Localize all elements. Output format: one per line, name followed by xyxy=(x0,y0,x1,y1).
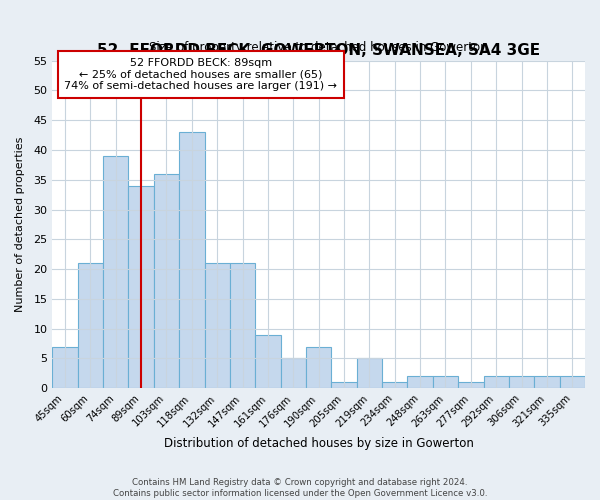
Bar xyxy=(230,263,255,388)
Bar xyxy=(281,358,306,388)
X-axis label: Distribution of detached houses by size in Gowerton: Distribution of detached houses by size … xyxy=(164,437,473,450)
Text: 52 FFORDD BECK: 89sqm
← 25% of detached houses are smaller (65)
74% of semi-deta: 52 FFORDD BECK: 89sqm ← 25% of detached … xyxy=(64,58,337,91)
Bar xyxy=(154,174,179,388)
Bar xyxy=(306,346,331,388)
Bar xyxy=(331,382,357,388)
Bar xyxy=(407,376,433,388)
Bar xyxy=(458,382,484,388)
Bar xyxy=(357,358,382,388)
Text: Size of property relative to detached houses in Gowerton: Size of property relative to detached ho… xyxy=(149,41,488,54)
Bar xyxy=(255,334,281,388)
Bar xyxy=(103,156,128,388)
Y-axis label: Number of detached properties: Number of detached properties xyxy=(15,137,25,312)
Bar xyxy=(484,376,509,388)
Text: Contains HM Land Registry data © Crown copyright and database right 2024.
Contai: Contains HM Land Registry data © Crown c… xyxy=(113,478,487,498)
Bar xyxy=(128,186,154,388)
Bar xyxy=(77,263,103,388)
Bar xyxy=(179,132,205,388)
Bar xyxy=(205,263,230,388)
Bar xyxy=(509,376,534,388)
Bar xyxy=(382,382,407,388)
Bar xyxy=(433,376,458,388)
Bar xyxy=(52,346,77,388)
Bar xyxy=(560,376,585,388)
Title: 52, FFORDD BECK, GOWERTON, SWANSEA, SA4 3GE: 52, FFORDD BECK, GOWERTON, SWANSEA, SA4 … xyxy=(97,43,540,58)
Bar xyxy=(534,376,560,388)
